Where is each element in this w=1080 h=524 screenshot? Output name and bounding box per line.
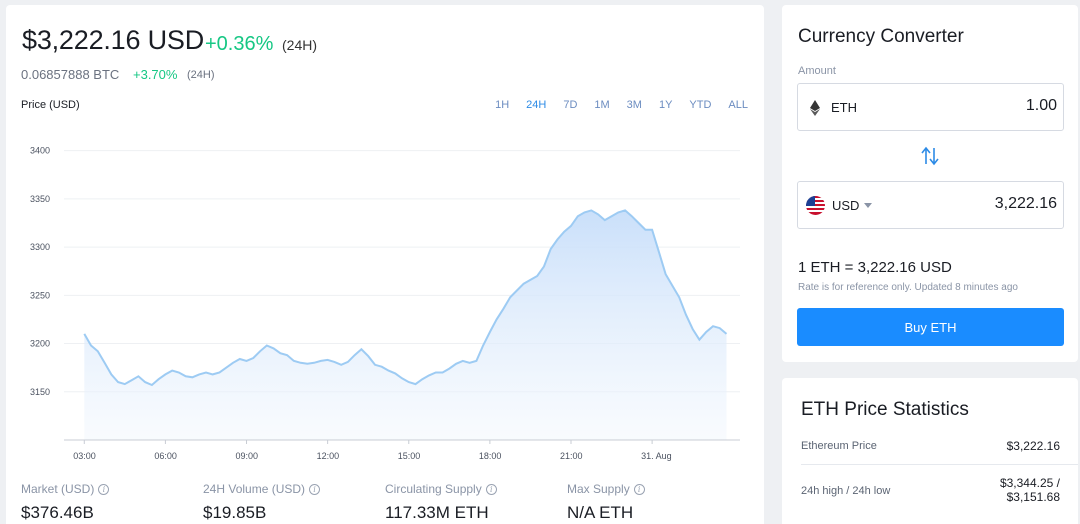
- eth-amount-input[interactable]: ETH 1.00: [797, 83, 1064, 131]
- y-tick-label: 3250: [30, 290, 50, 300]
- market-cap-label: Market (USD): [21, 482, 95, 496]
- x-tick-label: 03:00: [73, 451, 96, 461]
- btc-price-change: +3.70%: [133, 67, 178, 82]
- y-tick-label: 3350: [30, 194, 50, 204]
- amount-label: Amount: [798, 65, 836, 77]
- eth-diamond-icon: [810, 100, 820, 116]
- stat-divider: [801, 464, 1078, 465]
- usd-amount-value[interactable]: 3,222.16: [994, 195, 1057, 212]
- low-value: $3,151.68: [1006, 490, 1060, 504]
- caret-down-icon[interactable]: [864, 203, 872, 208]
- converter-title: Currency Converter: [798, 26, 964, 47]
- x-tick-label: 06:00: [154, 451, 177, 461]
- x-axis: 03:00 06:00 09:00 12:00 15:00 18:00 21:00 31. A…: [73, 440, 672, 461]
- range-tab-all[interactable]: ALL: [728, 99, 748, 111]
- volume-stat: 24H Volume (USD) i $19.85B: [203, 482, 321, 523]
- x-tick-label: 21:00: [560, 451, 583, 461]
- range-tab-1m[interactable]: 1M: [594, 99, 610, 111]
- x-tick-label: 31. Aug: [641, 451, 672, 461]
- high-low-value: $3,344.25 / $3,151.68: [1000, 476, 1060, 504]
- eth-amount-value[interactable]: 1.00: [1025, 97, 1057, 114]
- range-tab-24h[interactable]: 24H: [526, 99, 547, 111]
- x-tick-label: 15:00: [398, 451, 421, 461]
- chart-axis-label: Price (USD): [21, 99, 80, 111]
- range-tab-1y[interactable]: 1Y: [658, 99, 673, 111]
- usd-currency-select[interactable]: USD: [832, 198, 860, 213]
- time-range-tabs: 1H 24H 7D 1M 3M 1Y YTD ALL: [478, 99, 748, 111]
- y-tick-label: 3300: [30, 242, 50, 252]
- x-tick-label: 18:00: [479, 451, 502, 461]
- rate-note: Rate is for reference only. Updated 8 mi…: [798, 282, 1018, 293]
- price-line: [83, 209, 728, 387]
- volume-label: 24H Volume (USD): [203, 482, 306, 496]
- range-tab-7d[interactable]: 7D: [563, 99, 578, 111]
- market-cap-stat: Market (USD) i $376.46B: [21, 482, 110, 523]
- ethereum-price-label: Ethereum Price: [801, 440, 877, 452]
- usd-price: $3,222.16 USD: [22, 25, 205, 55]
- circulating-supply-value: 117.33M ETH: [385, 503, 489, 522]
- y-tick-label: 3400: [30, 146, 50, 156]
- price-area-chart[interactable]: 3150 3200 3250 3300 3350 3400 03:00 06:00 09:00…: [6, 135, 764, 465]
- circulating-supply-label: Circulating Supply: [385, 482, 482, 496]
- x-tick-label: 09:00: [236, 451, 259, 461]
- btc-change-period: (24H): [187, 69, 215, 81]
- circulating-supply-stat: Circulating Supply i 117.33M ETH: [385, 482, 497, 523]
- high-value: $3,344.25 /: [999, 476, 1060, 490]
- x-tick-label: 12:00: [317, 451, 340, 461]
- price-chart-card: $3,222.16 USD +0.36% (24H) 0.06857888 BT…: [6, 5, 764, 524]
- max-supply-stat: Max Supply i N/A ETH: [567, 482, 645, 523]
- price-statistics-card: ETH Price Statistics Ethereum Price $3,2…: [782, 378, 1078, 524]
- currency-converter-card: Currency Converter Amount ETH 1.00 USD 3…: [782, 5, 1078, 362]
- usd-price-change: +0.36%: [205, 33, 274, 55]
- y-axis: 3150 3200 3250 3300 3350 3400: [30, 146, 50, 397]
- range-tab-1h[interactable]: 1H: [495, 99, 510, 111]
- range-tab-ytd[interactable]: YTD: [689, 99, 712, 111]
- max-supply-value: N/A ETH: [567, 503, 634, 522]
- volume-value: $19.85B: [203, 503, 267, 522]
- max-supply-label: Max Supply: [567, 482, 630, 496]
- range-tab-3m[interactable]: 3M: [626, 99, 642, 111]
- usd-amount-input[interactable]: USD 3,222.16: [797, 181, 1064, 229]
- info-icon[interactable]: i: [98, 483, 110, 495]
- btc-price: 0.06857888 BTC: [21, 67, 120, 82]
- buy-eth-button[interactable]: Buy ETH: [797, 308, 1064, 346]
- usd-change-period: (24H): [282, 37, 318, 53]
- high-low-label: 24h high / 24h low: [801, 485, 891, 497]
- eth-currency-label: ETH: [831, 100, 857, 115]
- y-tick-label: 3150: [30, 387, 50, 397]
- info-icon[interactable]: i: [309, 483, 321, 495]
- info-icon[interactable]: i: [485, 483, 497, 495]
- conversion-rate: 1 ETH = 3,222.16 USD: [798, 259, 952, 276]
- us-flag-icon: [806, 196, 825, 215]
- ethereum-price-value: $3,222.16: [1006, 439, 1060, 453]
- market-cap-value: $376.46B: [21, 503, 94, 522]
- y-tick-label: 3200: [30, 339, 50, 349]
- price-statistics-title: ETH Price Statistics: [801, 399, 969, 420]
- info-icon[interactable]: i: [633, 483, 645, 495]
- price-area-fill: [84, 210, 727, 440]
- swap-arrows-icon[interactable]: [921, 146, 939, 166]
